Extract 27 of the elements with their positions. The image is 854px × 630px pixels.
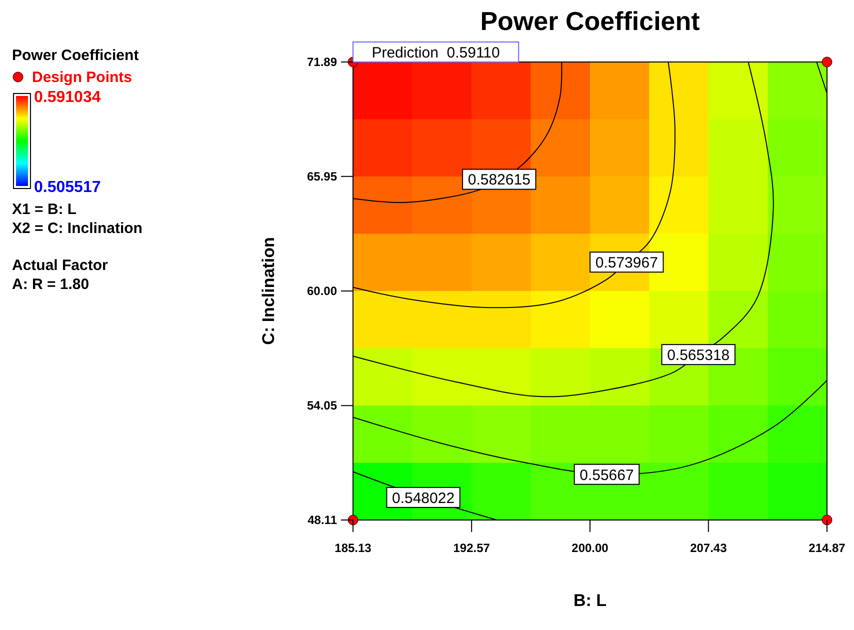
- y-tick-label: 71.89: [306, 55, 338, 69]
- legend-title: Power Coefficient: [12, 47, 139, 64]
- annotation: 0.55667: [580, 466, 634, 484]
- x-tick-label: 200.00: [572, 541, 609, 555]
- text: Actual Factor: [12, 257, 108, 274]
- annotation: 0.565318: [667, 346, 730, 364]
- x-tick-label: 214.87: [808, 541, 846, 555]
- y-axis-title: C: Inclination: [259, 237, 278, 345]
- color-bar-label: 0.591034: [34, 89, 101, 106]
- color-bar-label: 0.505517: [34, 179, 101, 196]
- annotation: 0.582615: [468, 172, 530, 189]
- annotation: 0.573967: [595, 254, 658, 272]
- text: X2 = C: Inclination: [12, 220, 142, 237]
- y-tick-label: 65.95: [306, 169, 338, 184]
- x-tick-label: 192.57: [453, 541, 490, 555]
- x-axis-title: B: L: [573, 591, 607, 610]
- annotation: Prediction 0.59110: [372, 44, 500, 62]
- y-tick-label: 48.11: [308, 513, 338, 527]
- y-tick-label: 60.00: [306, 284, 338, 298]
- x-tick-label: 185.13: [334, 541, 372, 555]
- text: X1 = B: L: [12, 201, 77, 218]
- y-tick-label: 54.05: [306, 398, 338, 413]
- text: A: R = 1.80: [12, 276, 90, 293]
- chart-title: Power Coefficient: [480, 6, 700, 36]
- annotation: 0.548022: [392, 490, 455, 507]
- x-tick-label: 207.43: [690, 541, 728, 555]
- legend-label: Design Points: [32, 69, 132, 86]
